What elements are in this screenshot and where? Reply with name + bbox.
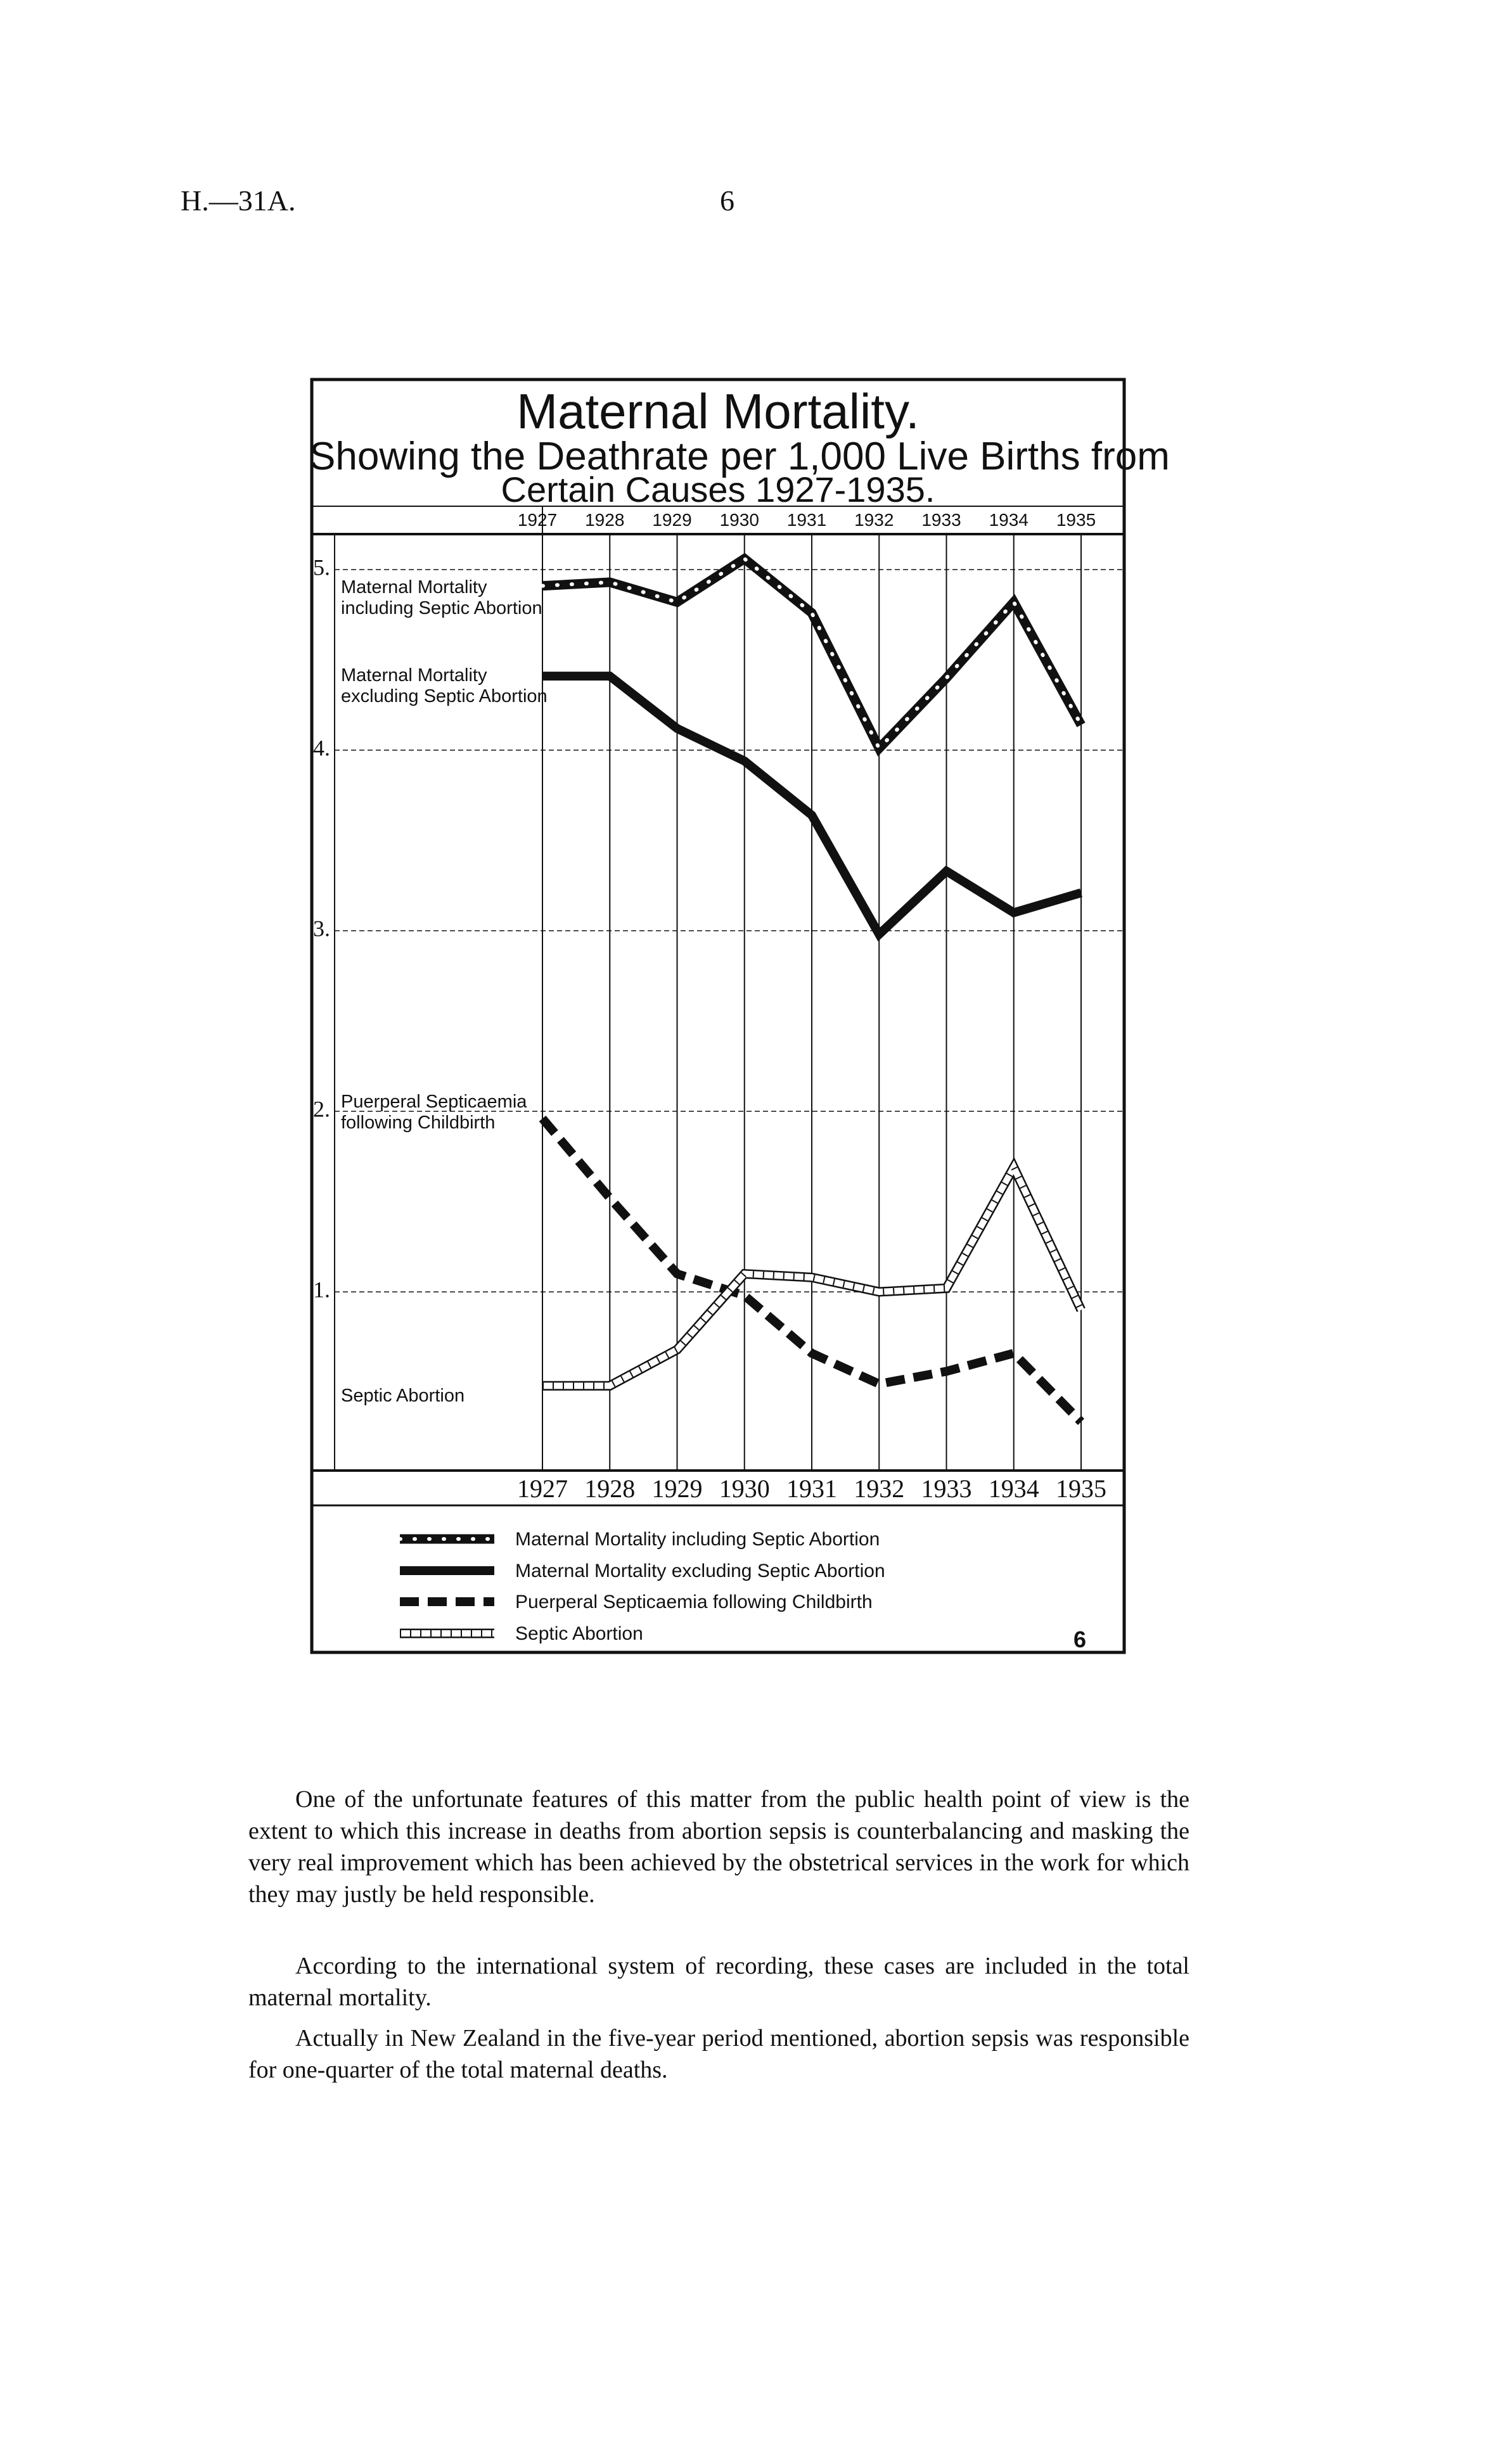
paragraph-3: Actually in New Zealand in the five-year… [248,2025,1189,2083]
x-tick-label-bottom: 1928 [584,1474,636,1503]
x-tick-label-bottom: 1932 [854,1474,905,1503]
maternal-mortality-chart: Maternal Mortality. Showing the Deathrat… [309,377,1170,1655]
x-tick-label-top: 1928 [585,510,625,530]
x-tick-label-bottom: 1927 [517,1474,568,1503]
x-tick-label-top: 1934 [989,510,1028,530]
x-tick-label-bottom: 1931 [786,1474,837,1503]
series-label-puerperal: Puerperal Septicaemia following Childbirt… [341,1092,527,1133]
legend-entry-including: Maternal Mortality including Septic Abor… [515,1529,880,1550]
document-reference: H.—31A. [181,184,296,217]
page-number: 6 [720,184,734,217]
figure-number: 6 [1073,1626,1087,1652]
series-line-3 [539,1115,1084,1426]
paragraph-2: According to the international system of… [248,1953,1189,2011]
series-label-excluding: Maternal Mortality excluding Septic Abort… [341,665,548,707]
legend-entry-septic: Septic Abortion [515,1623,643,1644]
legend-entry-puerperal: Puerperal Septicaemia following Childbir… [515,1592,873,1612]
y-tick-label: 4. [313,735,330,761]
series-line-4 [542,1160,1084,1389]
x-tick-label-top: 1932 [854,510,894,530]
series-line-1 [542,552,1086,757]
x-tick-label-bottom: 1929 [651,1474,703,1503]
chart-subtitle-line-1: Showing the Deathrate per 1,000 Live Bir… [309,435,1170,478]
series-label-including: Maternal Mortality including Septic Abort… [341,577,542,619]
legend-entry-excluding: Maternal Mortality excluding Septic Abor… [515,1561,885,1581]
x-tick-label-top: 1930 [719,510,759,530]
chart-frame [310,378,1126,1654]
x-tick-label-bottom: 1934 [988,1474,1039,1503]
paragraph-1: One of the unfortunate features of this … [248,1786,1189,1908]
y-tick-label: 5. [313,554,330,580]
chart-canvas [310,378,1126,1654]
x-tick-label-top: 1927 [517,510,558,530]
x-tick-label-top: 1933 [921,510,961,530]
y-tick-label: 2. [313,1096,330,1122]
x-tick-label-bottom: 1935 [1056,1474,1106,1503]
x-tick-label-bottom: 1933 [921,1474,972,1503]
chart-title: Maternal Mortality. [516,383,920,439]
series-label-septic: Septic Abortion [341,1386,465,1406]
series-line-2 [542,672,1082,942]
x-tick-label-top: 1929 [652,510,692,530]
x-tick-label-bottom: 1930 [719,1474,770,1503]
chart-subtitle-line-2: Certain Causes 1927-1935. [501,469,935,509]
x-tick-label-top: 1931 [786,510,827,530]
y-tick-label: 1. [313,1277,330,1303]
y-tick-label: 3. [313,916,330,942]
x-tick-label-top: 1935 [1056,510,1096,530]
